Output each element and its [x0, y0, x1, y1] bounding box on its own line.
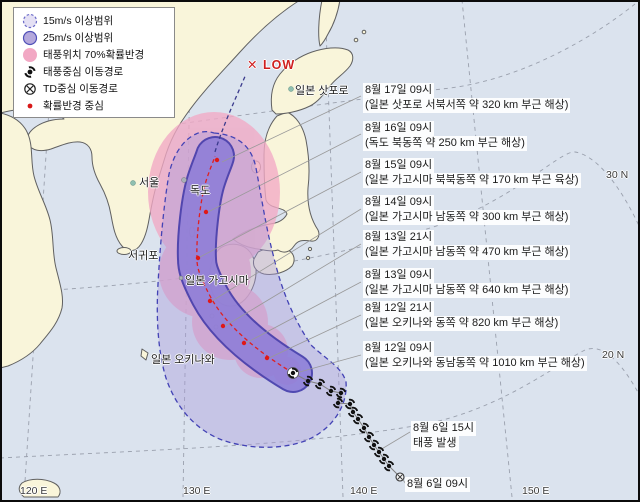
forecast-time: 8월 12일 21시 [363, 301, 435, 316]
forecast-label-aug14: 8월 14일 09시 (일본 가고시마 남동쪽 약 300 km 부근 해상) [363, 195, 571, 225]
legend-item-prob-center: 확률반경 중심 [20, 97, 174, 114]
place-label-seogwipo: 서귀포 [128, 250, 159, 262]
forecast-desc: (일본 가고시마 북북동쪽 약 170 km 부근 육상) [363, 173, 581, 188]
legend-item-typhoon-track: 태풍중심 이동경로 [20, 63, 174, 80]
forecast-time: 8월 13일 09시 [363, 268, 435, 283]
sapporo-marker [288, 86, 294, 92]
first-point-time: 8월 6일 09시 [405, 477, 470, 492]
genesis-event: 태풍 발생 [411, 436, 459, 451]
lon-label-130e: 130 E [183, 485, 211, 497]
place-label-okinawa: 일본 오키나와 [151, 354, 215, 366]
legend-label: 태풍위치 70%확률반경 [43, 49, 145, 61]
forecast-center-dots [195, 157, 270, 361]
legend-label: 15m/s 이상범위 [43, 15, 114, 27]
seoul-marker [130, 180, 136, 186]
wind-25ms-range-icon [20, 30, 40, 46]
forecast-label-aug12-21: 8월 12일 21시 (일본 오키나와 동쪽 약 820 km 부근 해상) [363, 301, 561, 331]
lon-label-120e: 120 E [20, 485, 48, 497]
forecast-desc: (일본 가고시마 남동쪽 약 640 km 부근 해상) [363, 283, 571, 298]
forecast-label-aug12-09: 8월 12일 09시 (일본 오키나와 동남동쪽 약 1010 km 부근 해상… [363, 341, 587, 371]
td-center-track-icon [20, 81, 40, 97]
forecast-desc: (일본 오키나와 동쪽 약 820 km 부근 해상) [363, 316, 561, 331]
legend-item-15ms: 15m/s 이상범위 [20, 12, 174, 29]
legend-label: TD중심 이동경로 [43, 83, 118, 95]
legend-item-prob70: 태풍위치 70%확률반경 [20, 46, 174, 63]
lon-label-140e: 140 E [350, 485, 378, 497]
legend-label: 25m/s 이상범위 [43, 32, 114, 44]
wind-15ms-range-icon [20, 13, 40, 29]
low-pressure-mark: ✕ LOW [247, 58, 295, 72]
past-track-line [292, 372, 401, 478]
city-markers [130, 86, 294, 281]
forecast-time: 8월 13일 21시 [363, 230, 435, 245]
low-transition-line [214, 73, 247, 153]
forecast-time: 8월 14일 09시 [363, 195, 435, 210]
lat-label-20n: 20 N [602, 349, 625, 361]
forecast-label-aug13-09: 8월 13일 09시 (일본 가고시마 남동쪽 약 640 km 부근 해상) [363, 268, 571, 298]
lat-label-30n: 30 N [606, 169, 629, 181]
typhoon-center-track-icon [20, 64, 40, 80]
first-point-label: 8월 6일 09시 [405, 477, 470, 492]
kagoshima-marker [178, 275, 184, 281]
low-label: LOW [262, 58, 296, 72]
place-label-dokdo: 독도 [190, 185, 211, 197]
probability-70-radius-icon [20, 47, 40, 63]
genesis-time: 8월 6일 15시 [411, 421, 476, 436]
forecast-time: 8월 15일 09시 [363, 158, 435, 173]
probability-center-icon [20, 98, 40, 114]
legend-box: 15m/s 이상범위 25m/s 이상범위 태풍위치 70%확률반경 태풍중심 … [13, 7, 175, 118]
forecast-time: 8월 17일 09시 [363, 83, 435, 98]
dokdo-marker [181, 177, 187, 183]
legend-item-25ms: 25m/s 이상범위 [20, 29, 174, 46]
forecast-desc: (일본 삿포로 서북서쪽 약 320 km 부근 해상) [363, 98, 571, 113]
forecast-label-aug15: 8월 15일 09시 (일본 가고시마 북북동쪽 약 170 km 부근 육상) [363, 158, 581, 188]
td-genesis-point [395, 472, 405, 482]
low-x-icon: ✕ [247, 58, 259, 72]
lon-label-150e: 150 E [522, 485, 550, 497]
genesis-label: 8월 6일 15시 태풍 발생 [411, 421, 476, 451]
forecast-label-aug16: 8월 16일 09시 (독도 북동쪽 약 250 km 부근 해상) [363, 121, 527, 151]
legend-label: 확률반경 중심 [43, 100, 104, 112]
forecast-label-aug17: 8월 17일 09시 (일본 삿포로 서북서쪽 약 320 km 부근 해상) [363, 83, 571, 113]
current-typhoon-position [287, 367, 299, 379]
label-leader-lines [199, 95, 411, 485]
place-label-kagoshima: 일본 가고시마 [185, 275, 249, 287]
forecast-desc: (일본 가고시마 남동쪽 약 300 km 부근 해상) [363, 210, 571, 225]
forecast-desc: (일본 오키나와 동남동쪽 약 1010 km 부근 해상) [363, 356, 587, 371]
place-label-seoul: 서울 [139, 177, 160, 189]
forecast-time: 8월 12일 09시 [363, 341, 435, 356]
legend-item-td-track: TD중심 이동경로 [20, 80, 174, 97]
legend-label: 태풍중심 이동경로 [43, 66, 124, 78]
forecast-time: 8월 16일 09시 [363, 121, 435, 136]
forecast-label-aug13-21: 8월 13일 21시 (일본 가고시마 남동쪽 약 470 km 부근 해상) [363, 230, 571, 260]
place-label-sapporo: 일본 삿포로 [295, 85, 349, 97]
forecast-desc: (일본 가고시마 남동쪽 약 470 km 부근 해상) [363, 245, 571, 260]
forecast-desc: (독도 북동쪽 약 250 km 부근 해상) [363, 136, 527, 151]
